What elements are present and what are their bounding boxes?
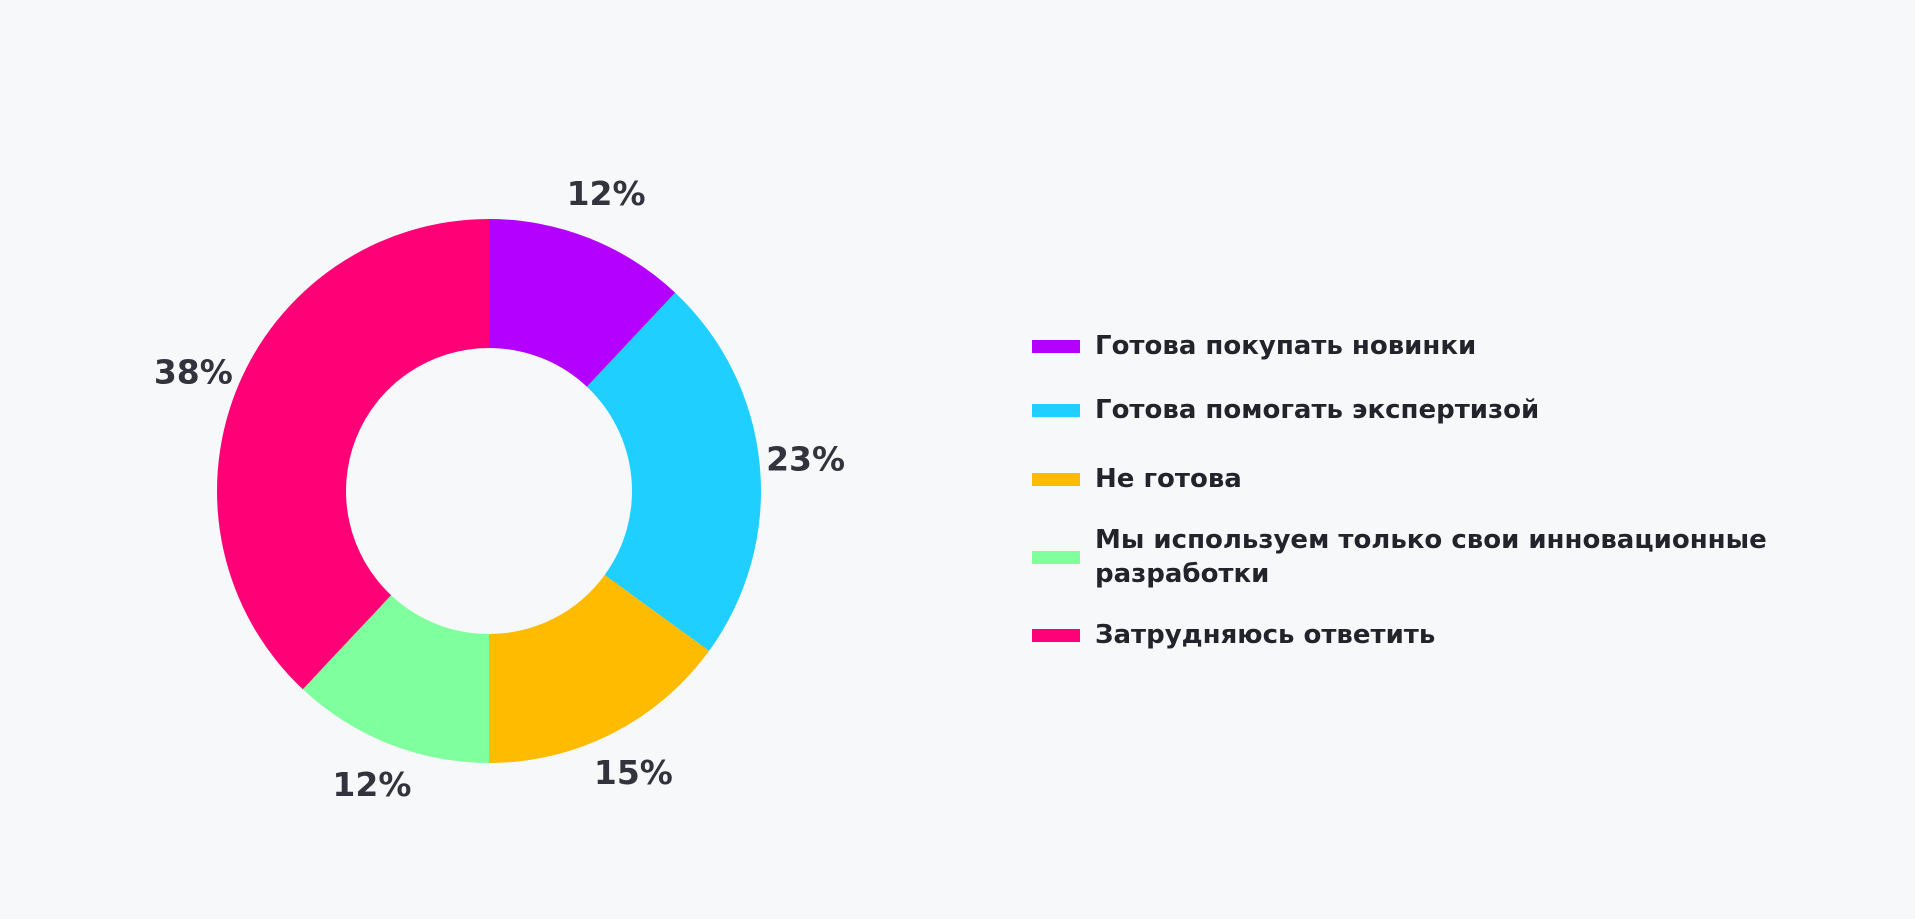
legend-item: Затрудняюсь ответить <box>1032 618 1792 652</box>
legend-item: Не готова <box>1032 462 1792 496</box>
data-label: 38% <box>154 352 233 391</box>
legend-label: Не готова <box>1095 464 1242 494</box>
data-label: 12% <box>567 174 646 213</box>
legend-swatch <box>1032 403 1080 417</box>
donut-segment <box>216 219 489 690</box>
data-label: 12% <box>332 765 411 804</box>
legend-swatch <box>1032 339 1080 353</box>
legend-swatch <box>1032 472 1080 486</box>
legend-swatch <box>1032 628 1080 642</box>
legend-swatch <box>1032 550 1080 564</box>
donut-segment <box>489 575 710 763</box>
donut-segment <box>489 219 676 387</box>
data-label: 23% <box>766 440 845 479</box>
legend-item: Готова помогать экспертизой <box>1032 393 1792 427</box>
donut-segment <box>586 292 761 651</box>
legend-label: Готова помогать экспертизой <box>1095 395 1540 425</box>
legend-label: Мы используем только свои инновационные … <box>1095 525 1767 589</box>
legend-label: Готова покупать новинки <box>1095 331 1477 361</box>
donut-segment <box>302 595 489 763</box>
legend-item: Готова покупать новинки <box>1032 329 1792 363</box>
data-label: 15% <box>594 753 673 792</box>
legend-item: Мы используем только свои инновационные … <box>1032 523 1792 591</box>
legend-label: Затрудняюсь ответить <box>1095 620 1436 650</box>
